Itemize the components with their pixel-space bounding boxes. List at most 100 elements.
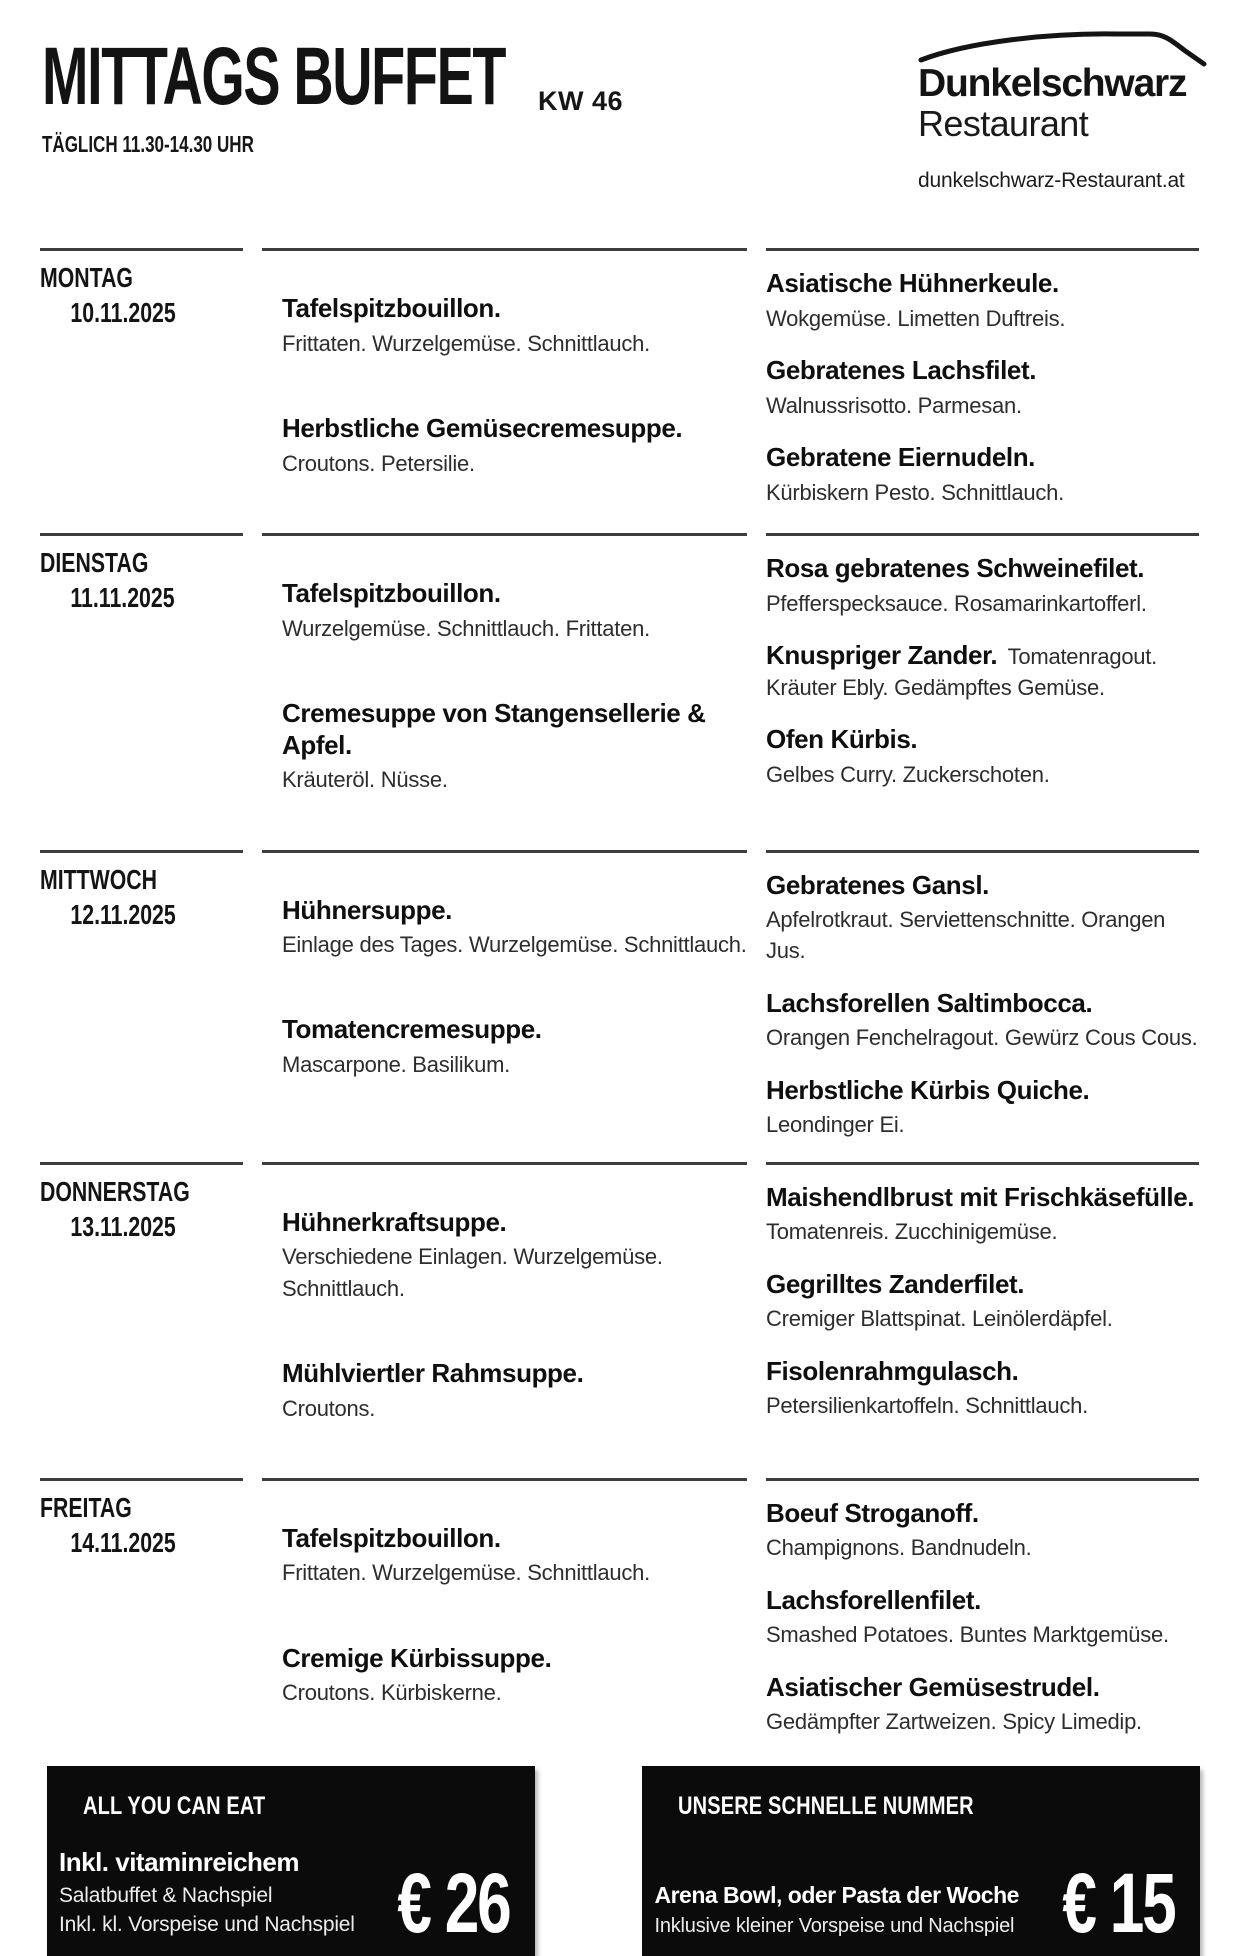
calendar-week-label: KW 46 — [538, 86, 624, 116]
dish-title: Mühlviertler Rahmsuppe. — [282, 1357, 584, 1388]
day-row-dienstag: DIENSTAG 11.11.2025 Tafelspitzbouillon. … — [40, 532, 1200, 850]
dish-description: Frittaten. Wurzelgemüse. Schnittlauch. — [282, 330, 650, 356]
day-name: DONNERSTAG — [40, 1175, 190, 1207]
day-column: MONTAG 10.11.2025 — [40, 248, 243, 533]
main-item: Gebratenes Gansl. Apfelrotkraut. Serviet… — [766, 870, 1199, 967]
day-row-montag: MONTAG 10.11.2025 Tafelspitzbouillon. Fr… — [40, 248, 1200, 533]
opening-hours: TÄGLICH 11.30-14.30 UHR — [42, 131, 254, 157]
soup-item: Tomatencremesuppe. Mascarpone. Basilikum… — [282, 1014, 747, 1080]
day-name: FREITAG — [40, 1491, 132, 1523]
price-quick-number: € 15 — [1061, 1856, 1176, 1951]
dish-description: Croutons. Kürbiskerne. — [282, 1680, 502, 1706]
main-item: Fisolenrahmgulasch. Petersilienkartoffel… — [766, 1356, 1199, 1422]
dish-title: Hühnerkraftsuppe. — [282, 1206, 507, 1237]
soup-item: Tafelspitzbouillon. Frittaten. Wurzelgem… — [282, 1523, 747, 1589]
day-name: MITTWOCH — [40, 863, 158, 895]
day-column: DONNERSTAG 13.11.2025 — [40, 1161, 243, 1478]
offer-line: Salatbuffet & Nachspiel — [59, 1883, 273, 1907]
mains-column: Maishendlbrust mit Frischkäsefülle. Toma… — [766, 1161, 1199, 1478]
offers-footer: ALL YOU CAN EAT Inkl. vitaminreichem Sal… — [0, 1765, 1240, 1956]
main-item: Gebratene Eiernudeln. Kürbiskern Pesto. … — [766, 442, 1199, 508]
day-column: MITTWOCH 12.11.2025 — [40, 849, 243, 1162]
dish-description: Gedämpfter Zartweizen. Spicy Limedip. — [766, 1709, 1142, 1735]
logo-name: Dunkelschwarz — [918, 62, 1188, 105]
offer-heading: UNSERE SCHNELLE NUMMER — [678, 1791, 975, 1820]
website-url: dunkelschwarz-Restaurant.at — [918, 169, 1185, 192]
dish-description: Gelbes Curry. Zuckerschoten. — [766, 762, 1050, 788]
main-item: Gebratenes Lachsfilet. Walnussrisotto. P… — [766, 355, 1199, 421]
day-row-donnerstag: DONNERSTAG 13.11.2025 Hühnerkraftsuppe. … — [40, 1161, 1200, 1478]
offer-heading: ALL YOU CAN EAT — [83, 1791, 266, 1820]
offer-text: Inkl. vitaminreichem Salatbuffet & Nachs… — [59, 1847, 358, 1940]
main-item: Asiatischer Gemüsestrudel. Gedämpfter Za… — [766, 1672, 1199, 1738]
dish-description: Tomatenragout. Kräuter Ebly. Gedämpftes … — [766, 643, 1158, 701]
dish-title: Maishendlbrust mit Frischkäsefülle. — [766, 1181, 1195, 1212]
logo-subname: Restaurant — [918, 103, 1089, 144]
dish-description: Croutons. — [282, 1395, 376, 1421]
mains-column: Gebratenes Gansl. Apfelrotkraut. Serviet… — [766, 849, 1199, 1162]
offer-all-you-can-eat: ALL YOU CAN EAT Inkl. vitaminreichem Sal… — [47, 1765, 536, 1956]
soup-item: Tafelspitzbouillon. Frittaten. Wurzelgem… — [282, 293, 747, 359]
dish-title: Tomatencremesuppe. — [282, 1014, 542, 1045]
main-item: Herbstliche Kürbis Quiche. Leondinger Ei… — [766, 1075, 1199, 1141]
day-name: DIENSTAG — [40, 546, 149, 578]
main-item: Ofen Kürbis. Gelbes Curry. Zuckerschoten… — [766, 724, 1199, 790]
page-title: MITTAGS BUFFET — [42, 31, 506, 122]
dish-description: Wokgemüse. Limetten Duftreis. — [766, 305, 1066, 331]
offer-content: Inkl. vitaminreichem Salatbuffet & Nachs… — [59, 1847, 512, 1946]
dish-title: Gebratenes Gansl. — [766, 869, 989, 900]
dish-description: Petersilienkartoffeln. Schnittlauch. — [766, 1393, 1088, 1419]
main-item: Boeuf Stroganoff. Champignons. Bandnudel… — [766, 1498, 1199, 1564]
offer-bold-line: Arena Bowl, oder Pasta der Woche — [654, 1881, 1019, 1908]
dish-description: Leondinger Ei. — [766, 1112, 905, 1138]
dish-description: Verschiedene Einlagen. Wurzelgemüse. Sch… — [282, 1244, 663, 1301]
menu-page: MITTAGS BUFFET KW 46 TÄGLICH 11.30-14.30… — [40, 26, 1236, 1956]
offer-line: Inkl. kl. Vorspeise und Nachspiel — [59, 1913, 355, 1937]
dish-description: Smashed Potatoes. Buntes Marktgemüse. — [766, 1622, 1169, 1648]
soup-item: Cremesuppe von Stangensellerie & Apfel. … — [282, 698, 747, 796]
mains-column: Asiatische Hühnerkeule. Wokgemüse. Limet… — [766, 248, 1199, 533]
dish-description: Walnussrisotto. Parmesan. — [766, 392, 1022, 418]
dish-description: Einlage des Tages. Wurzelgemüse. Schnitt… — [282, 932, 747, 958]
dish-description: Kräuteröl. Nüsse. — [282, 767, 448, 793]
main-item: Knuspriger Zander. Tomatenragout. Kräute… — [766, 640, 1199, 703]
dish-description: Tomatenreis. Zucchinigemüse. — [766, 1219, 1058, 1245]
dish-title: Tafelspitzbouillon. — [282, 1522, 501, 1553]
day-column: FREITAG 14.11.2025 — [40, 1477, 243, 1763]
dish-title: Fisolenrahmgulasch. — [766, 1355, 1019, 1386]
dish-description: Wurzelgemüse. Schnittlauch. Frittaten. — [282, 615, 650, 641]
main-item: Lachsforellenfilet. Smashed Potatoes. Bu… — [766, 1585, 1199, 1651]
dish-title: Boeuf Stroganoff. — [766, 1497, 979, 1528]
soup-column: Hühnersuppe. Einlage des Tages. Wurzelge… — [262, 849, 747, 1162]
dish-description: Frittaten. Wurzelgemüse. Schnittlauch. — [282, 1560, 650, 1586]
dish-title: Asiatische Hühnerkeule. — [766, 268, 1059, 298]
dish-description: Kürbiskern Pesto. Schnittlauch. — [766, 479, 1064, 505]
dish-title: Tafelspitzbouillon. — [282, 577, 501, 608]
dish-title: Lachsforellenfilet. — [766, 1584, 981, 1615]
day-name: MONTAG — [40, 262, 133, 293]
day-date: 13.11.2025 — [70, 1210, 176, 1242]
main-item: Maishendlbrust mit Frischkäsefülle. Toma… — [766, 1182, 1199, 1248]
dish-description: Champignons. Bandnudeln. — [766, 1535, 1032, 1561]
day-date: 11.11.2025 — [70, 581, 175, 613]
dish-title: Rosa gebratenes Schweinefilet. — [766, 552, 1145, 583]
dish-title: Herbstliche Gemüsecremesuppe. — [282, 412, 683, 443]
soup-item: Cremige Kürbissuppe. Croutons. Kürbisker… — [282, 1643, 747, 1709]
offer-line: Inklusive kleiner Vorspeise und Nachspie… — [654, 1914, 1015, 1937]
day-column: DIENSTAG 11.11.2025 — [40, 532, 243, 850]
soup-item: Mühlviertler Rahmsuppe. Croutons. — [282, 1358, 747, 1424]
dish-title: Gebratenes Lachsfilet. — [766, 354, 1037, 385]
day-row-mittwoch: MITTWOCH 12.11.2025 Hühnersuppe. Einlage… — [40, 849, 1200, 1162]
dish-title: Lachsforellen Saltimbocca. — [766, 987, 1093, 1018]
dish-title: Herbstliche Kürbis Quiche. — [766, 1074, 1090, 1105]
day-date: 12.11.2025 — [70, 898, 176, 930]
soup-item: Hühnerkraftsuppe. Verschiedene Einlagen.… — [282, 1207, 747, 1304]
day-row-freitag: FREITAG 14.11.2025 Tafelspitzbouillon. F… — [40, 1477, 1200, 1763]
dish-title: Hühnersuppe. — [282, 894, 452, 925]
mains-column: Rosa gebratenes Schweinefilet. Pfeffersp… — [766, 532, 1199, 850]
dish-title: Knuspriger Zander. — [766, 639, 998, 670]
main-item: Rosa gebratenes Schweinefilet. Pfeffersp… — [766, 553, 1199, 619]
soup-column: Tafelspitzbouillon. Frittaten. Wurzelgem… — [262, 248, 747, 533]
weekly-menu: MONTAG 10.11.2025 Tafelspitzbouillon. Fr… — [0, 248, 1240, 1763]
restaurant-logo: Dunkelschwarz Restaurant dunkelschwarz-R… — [918, 26, 1236, 193]
